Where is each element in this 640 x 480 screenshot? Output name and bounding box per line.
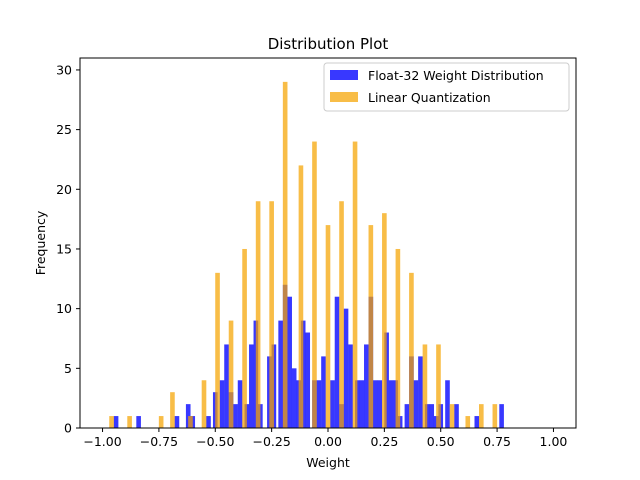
float32-bar-2 [174,416,180,428]
x-axis-label: Weight [306,455,350,470]
quantized-bar-8 [242,248,247,428]
legend-label-linear-quantization: Linear Quantization [368,90,491,105]
float32-bar-21 [291,368,297,428]
legend-swatch-float32 [330,70,358,80]
y-tick-label-4: 20 [56,182,72,197]
x-tick-label-6: 0.50 [427,434,455,449]
y-tick-label-3: 15 [56,241,72,256]
float32-bar-24 [305,332,311,428]
quantized-bar-5 [201,380,207,428]
float32-bar-48 [429,404,435,428]
x-axis: −1.00 −0.75 −0.50 −0.25 0.00 0.25 0.50 0.75 1.00 [83,428,567,449]
y-axis: 0 5 10 15 20 25 30 [56,62,80,436]
float32-bar-13 [249,344,254,428]
y-tick-label-0: 0 [64,421,72,436]
float32-bar-35 [364,344,369,428]
float32-bar-34 [359,380,365,428]
quantized-bar-7 [228,320,234,428]
y-tick-label-1: 5 [64,361,72,376]
quantized-bar-3 [170,392,175,428]
quantized-bar-23 [449,404,455,428]
quantized-bar-6 [215,272,220,428]
quantized-bar-2 [158,416,164,428]
quantized-bar-12 [298,165,304,429]
quantized-bar-4 [188,416,193,428]
x-tick-label-3: −0.25 [252,434,290,449]
x-tick-label-0: −1.00 [83,434,121,449]
quantized-bar-22 [436,344,441,428]
legend-swatch-linear-quantization [330,92,358,102]
float32-bar-40 [388,380,394,428]
x-tick-label-4: 0.00 [314,434,342,449]
float32-bar-54 [499,404,504,428]
quantized-bar-25 [479,404,484,428]
quantized-bar-13 [312,141,317,429]
float32-bar-37 [373,380,378,428]
quantized-bar-17 [368,225,374,428]
x-tick-label-2: −0.50 [196,434,234,449]
float32-bar-5 [206,416,211,428]
quantized-bar-1 [127,416,132,428]
y-tick-label-2: 10 [56,301,72,316]
float32-bar-38 [377,380,383,428]
float32-bar-11 [237,380,243,428]
x-tick-label-1: −0.75 [140,434,178,449]
float32-bar-26 [316,380,322,428]
float32-bar-52 [454,404,459,428]
float32-bar-45 [413,380,419,428]
float32-bar-31 [343,308,349,428]
legend-label-float32: Float-32 Weight Distribution [368,68,544,83]
quantized-bar-10 [269,201,274,428]
float32-bar-46 [418,356,423,428]
legend-box [323,62,570,112]
float32-bar-53 [474,416,480,428]
quantized-bar-9 [255,201,261,428]
quantized-bar-20 [409,272,414,428]
bars-layer [109,81,504,429]
quantized-bar-16 [352,141,358,429]
quantized-bar-26 [492,404,498,428]
float32-bar-18 [278,320,283,428]
float32-bar-27 [321,356,326,428]
y-axis-label: Frequency [33,210,48,275]
quantized-bar-11 [282,81,288,429]
quantized-bar-18 [382,213,387,428]
chart-title: Distribution Plot [268,35,389,53]
float32-bar-28 [330,380,335,428]
quantized-bar-0 [109,416,114,428]
float32-bar-43 [404,404,410,428]
y-tick-label-6: 30 [56,62,72,77]
x-tick-label-7: 0.75 [483,434,511,449]
float32-bar-20 [287,296,292,428]
float32-bar-29 [334,296,340,428]
float32-bar-10 [233,404,238,428]
float32-bar-0 [113,416,119,428]
quantized-bar-24 [465,416,471,428]
quantized-bar-19 [395,248,401,428]
float32-bar-32 [348,344,353,428]
quantized-bar-21 [422,344,428,428]
x-tick-label-8: 1.00 [540,434,568,449]
float32-bar-1 [136,416,141,428]
legend: Float-32 Weight Distribution Linear Quan… [323,62,570,112]
x-tick-label-5: 0.25 [370,434,398,449]
float32-bar-51 [445,380,450,428]
quantized-bar-15 [339,201,344,428]
y-tick-label-5: 25 [56,122,72,137]
float32-bar-7 [219,380,225,428]
quantized-bar-14 [325,225,331,428]
float32-bar-8 [224,344,229,428]
